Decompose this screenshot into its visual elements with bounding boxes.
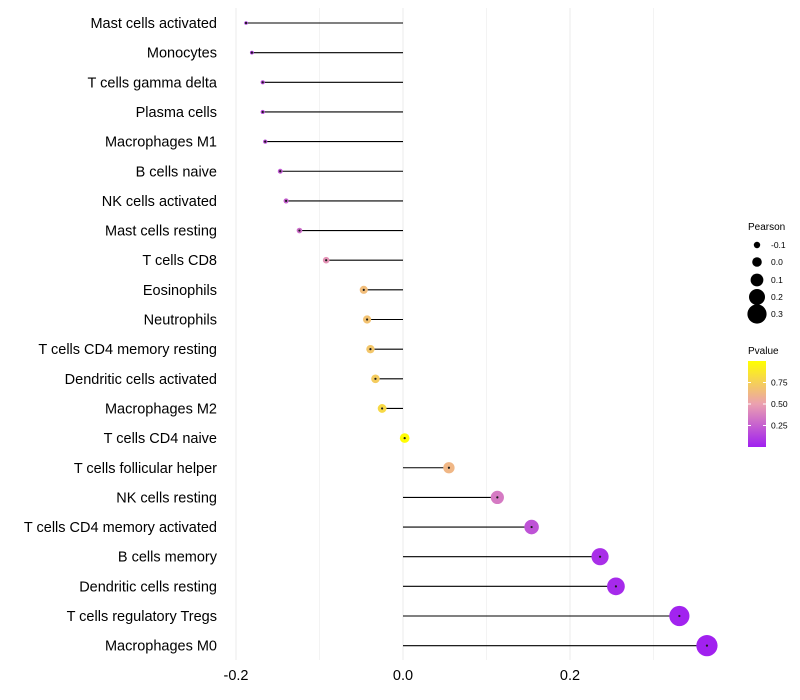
size-legend-label: 0.3 <box>771 309 783 319</box>
color-legend-label: 0.50 <box>771 399 788 409</box>
lollipop-center <box>678 614 681 618</box>
lollipop-center <box>496 496 499 499</box>
category-label: Neutrophils <box>144 313 217 329</box>
size-legend-label: 0.2 <box>771 292 783 302</box>
lollipop-center <box>298 229 301 232</box>
category-label: Macrophages M2 <box>105 401 217 417</box>
category-label: B cells memory <box>118 550 218 566</box>
category-label: T cells CD8 <box>142 253 217 269</box>
category-label: T cells CD4 memory activated <box>24 520 217 536</box>
category-label: Mast cells resting <box>105 224 217 240</box>
x-tick-label: 0.0 <box>393 668 413 684</box>
lollipop-center <box>285 199 288 202</box>
category-label: T cells CD4 naive <box>104 431 217 447</box>
color-legend-label: 0.25 <box>771 421 788 431</box>
category-label: Dendritic cells activated <box>65 372 217 388</box>
size-legend-label: -0.1 <box>771 240 786 250</box>
category-label: NK cells resting <box>116 490 217 506</box>
stems <box>246 22 707 647</box>
pvalue-legend-title: Pvalue <box>748 346 779 357</box>
size-legend-dot <box>747 304 767 324</box>
x-tick-label: -0.2 <box>224 668 249 684</box>
category-label: T cells gamma delta <box>88 75 218 91</box>
size-legend-dot <box>749 289 765 305</box>
lollipop-center <box>598 555 602 558</box>
lollipop-center <box>244 21 248 25</box>
category-label: NK cells activated <box>102 194 217 210</box>
size-legend-dot <box>753 241 761 249</box>
category-label: Plasma cells <box>136 105 217 121</box>
x-tick-label: 0.2 <box>560 668 580 684</box>
category-label: Macrophages M1 <box>105 135 217 151</box>
lollipop-center <box>325 259 328 262</box>
category-label: B cells naive <box>136 164 217 180</box>
category-label: T cells regulatory Tregs <box>67 609 217 625</box>
pvalue-colorbar <box>748 361 766 447</box>
size-legend-dot <box>752 257 762 267</box>
category-label: Mast cells activated <box>90 16 217 32</box>
color-legend-label: 0.75 <box>771 378 788 388</box>
pearson-legend-title: Pearson <box>748 222 785 233</box>
category-label: T cells follicular helper <box>74 461 217 477</box>
category-label: Macrophages M0 <box>105 639 217 655</box>
lollipop-center <box>403 437 406 440</box>
lollipop-center <box>261 81 264 84</box>
size-legend-label: 0.0 <box>771 257 783 267</box>
dots <box>244 21 718 657</box>
lollipop-center <box>365 318 369 321</box>
grid-lines <box>235 8 654 660</box>
lollipop-center <box>530 525 533 529</box>
lollipop-center <box>614 585 618 588</box>
lollipop-center <box>374 377 377 380</box>
lollipop-center <box>369 348 372 351</box>
lollipop-center <box>447 466 451 469</box>
lollipop-center <box>250 51 253 54</box>
category-label: Dendritic cells resting <box>79 579 217 595</box>
x-tick-labels: -0.2 0.0 0.2 <box>224 668 581 684</box>
size-legend-dot <box>750 273 764 287</box>
lollipop-center <box>261 110 264 114</box>
lollipop-center <box>705 644 709 647</box>
lollipop-center <box>362 288 365 291</box>
pearson-size-legend: Pearson -0.1 0.0 0.1 0.2 0.3 <box>747 222 786 324</box>
category-label: Monocytes <box>147 46 217 62</box>
category-label: T cells CD4 memory resting <box>38 342 217 358</box>
lollipop-center <box>279 170 282 173</box>
size-legend-label: 0.1 <box>771 275 783 285</box>
lollipop-center <box>264 140 267 143</box>
category-labels: Mast cells activated Monocytes T cells gam… <box>24 16 218 655</box>
lollipop-center <box>381 407 384 410</box>
category-label: Eosinophils <box>143 283 217 299</box>
pvalue-color-legend: Pvalue 0.75 0.50 0.25 <box>748 346 788 447</box>
